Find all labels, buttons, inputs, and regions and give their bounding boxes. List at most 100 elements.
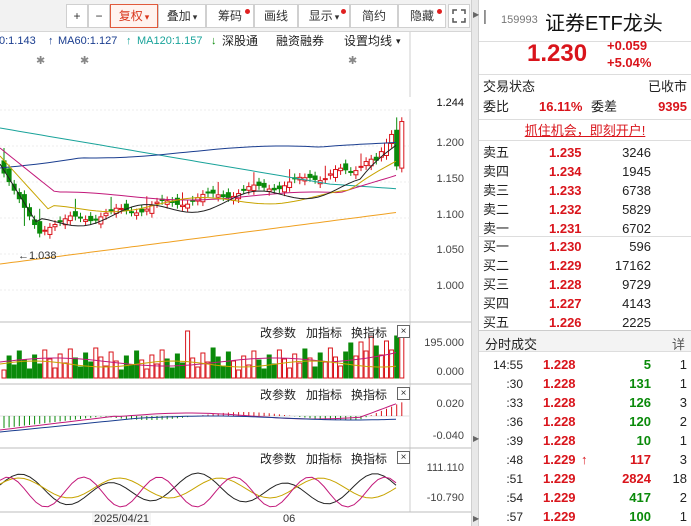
volume-add-indicator-button[interactable]: 加指标 — [306, 326, 343, 340]
ask-level-row[interactable]: 卖一 1.231 6702 — [479, 219, 691, 239]
trade-count: 1 — [679, 376, 687, 391]
trade-count: 1 — [679, 357, 687, 372]
volume-bar — [52, 367, 58, 379]
ask-level-row[interactable]: 卖二 1.232 5829 — [479, 200, 691, 220]
volume-bar — [353, 355, 359, 379]
kdj-close-icon[interactable]: × — [397, 451, 410, 464]
zoom-out-button[interactable]: − — [88, 4, 110, 28]
trade-row: :54 1.229 417 2 — [479, 488, 691, 508]
ask-level-row[interactable]: 卖五 1.235 3246 — [479, 143, 691, 163]
overlay-button[interactable]: 叠加 ▾ — [158, 4, 206, 28]
ask-level-price: 1.233 — [549, 183, 582, 198]
bid-level-row[interactable]: 买四 1.227 4143 — [479, 294, 691, 314]
draw-line-button[interactable]: 画线 — [254, 4, 298, 28]
candle-body — [256, 181, 262, 186]
ask-level-label: 卖四 — [483, 164, 510, 179]
price-axis-current: 1.244 — [404, 97, 464, 109]
kdj-edit-params-button[interactable]: 改参数 — [260, 452, 297, 466]
volume-switch-indicator-button[interactable]: 换指标 — [351, 326, 388, 340]
volume-bar — [282, 358, 287, 379]
ask-level-row[interactable]: 卖四 1.234 1945 — [479, 162, 691, 182]
volume-bar — [108, 351, 114, 379]
volume-bar — [47, 358, 53, 379]
ask-level-volume: 1945 — [622, 164, 651, 179]
volume-bar — [144, 368, 150, 379]
open-account-promo-link[interactable]: 抓住机会，即刻开户! — [479, 119, 691, 141]
kdj-add-indicator-button[interactable]: 加指标 — [306, 452, 343, 466]
ask-level-label: 卖五 — [483, 145, 510, 160]
volume-bar — [190, 357, 196, 379]
ma120-line — [0, 127, 397, 190]
candle-body — [220, 194, 226, 198]
ma-settings-button[interactable]: 设置均线 — [344, 34, 393, 48]
bid-level-row[interactable]: 买一 1.230 596 — [479, 237, 691, 257]
simple-button[interactable]: 简约 — [350, 4, 398, 28]
volume-axis-tick: 0.000 — [436, 366, 464, 378]
security-name: 证券ETF龙头 — [545, 13, 663, 35]
candle-body — [358, 165, 364, 168]
candle-body — [322, 178, 328, 181]
trade-count: 1 — [679, 509, 687, 524]
trade-count: 2 — [679, 414, 687, 429]
display-button[interactable]: 显示 ▾ — [298, 4, 350, 28]
macd-add-indicator-button[interactable]: 加指标 — [306, 388, 343, 402]
volume-bar — [32, 354, 38, 379]
date-axis-month-label: 06 — [283, 513, 296, 525]
volume-bar — [358, 341, 364, 379]
volume-bar — [149, 354, 155, 379]
chart-canvas[interactable]: ✱ ✱ ✱ — [0, 32, 471, 526]
kdj-switch-indicator-button[interactable]: 换指标 — [351, 452, 388, 466]
chips-label: 筹码 — [217, 9, 242, 23]
chips-button[interactable]: 筹码 — [206, 4, 254, 28]
splitter-arrow-icon[interactable]: ▶ — [473, 10, 480, 19]
ma5-line — [0, 144, 397, 227]
trade-count: 3 — [679, 395, 687, 410]
trade-price: 1.228 — [543, 414, 576, 429]
trade-up-arrow-icon: ↑ — [581, 452, 588, 467]
macd-switch-indicator-button[interactable]: 换指标 — [351, 388, 388, 402]
bid-level-price: 1.229 — [549, 258, 582, 273]
volume-bar — [261, 368, 267, 379]
macd-close-icon[interactable]: × — [397, 387, 410, 400]
trade-volume: 117 — [630, 452, 651, 467]
trade-volume: 2824 — [622, 471, 651, 486]
security-code: 159993 — [501, 14, 538, 26]
bid-level-row[interactable]: 买五 1.226 2225 — [479, 313, 691, 333]
volume-bar — [312, 366, 318, 379]
splitter-arrow-icon[interactable]: ▶ — [473, 434, 480, 443]
bid-level-row[interactable]: 买三 1.228 9729 — [479, 275, 691, 295]
panel-splitter[interactable]: ▶ ▶ ▶ — [471, 0, 479, 526]
trade-row: :36 1.228 120 2 — [479, 412, 691, 432]
adjust-button[interactable]: 复权 ▾ — [110, 4, 158, 28]
margin-trading-link[interactable]: 融资融券 — [276, 34, 325, 48]
candle-body — [185, 203, 191, 209]
ask-level-row[interactable]: 卖三 1.233 6738 — [479, 181, 691, 201]
fullscreen-icon[interactable] — [448, 4, 470, 28]
candle-body — [47, 226, 53, 235]
kline-chart-area[interactable]: 0:1.143 ↑ MA60:1.127 ↑ MA120:1.157 ↓ 深股通… — [0, 32, 471, 526]
header-expand-icon[interactable]: | — [483, 8, 487, 25]
shenzhen-connect-link[interactable]: 深股通 — [222, 34, 259, 48]
volume-edit-params-button[interactable]: 改参数 — [260, 326, 297, 340]
splitter-arrow-icon[interactable]: ▶ — [473, 514, 480, 523]
trade-price: 1.229 — [543, 452, 576, 467]
bid-level-label: 买二 — [483, 258, 510, 273]
trade-time: :36 — [506, 415, 523, 429]
trade-volume: 100 — [629, 509, 651, 524]
volume-close-icon[interactable]: × — [397, 325, 410, 338]
candle-body — [174, 197, 180, 205]
candle-body — [225, 192, 231, 199]
hide-button[interactable]: 隐藏 — [398, 4, 446, 28]
volume-bar — [384, 340, 389, 379]
bid-level-row[interactable]: 买二 1.229 17162 — [479, 256, 691, 276]
macd-edit-params-button[interactable]: 改参数 — [260, 388, 297, 402]
simple-label: 简约 — [361, 9, 386, 23]
bid-level-label: 买四 — [483, 296, 510, 311]
ask-level-price: 1.232 — [549, 202, 582, 217]
zoom-in-button[interactable]: + — [66, 4, 88, 28]
volume-bar — [139, 359, 145, 379]
candle-body — [93, 218, 99, 221]
volume-bar — [57, 353, 63, 379]
trades-detail-button[interactable]: 详 — [671, 337, 685, 352]
candle-body — [246, 186, 252, 191]
